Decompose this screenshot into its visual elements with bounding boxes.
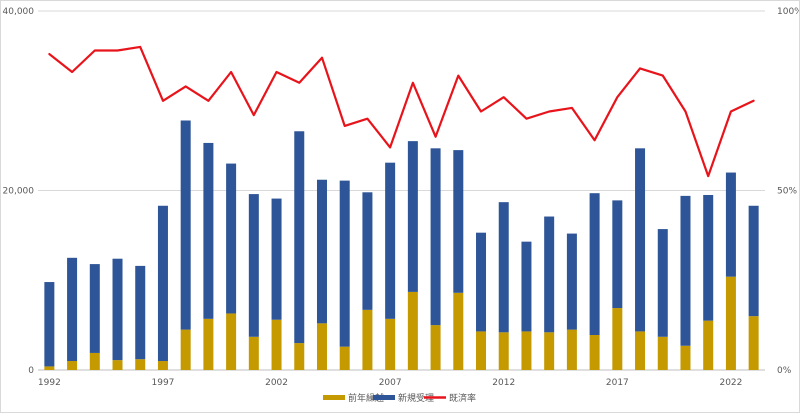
bar-prior-2003 (294, 343, 305, 370)
bar-new-2016 (589, 193, 600, 335)
x-tick-label: 2002 (265, 378, 288, 388)
bar-new-2002 (271, 198, 282, 320)
bar-new-2001 (248, 194, 259, 337)
y2-tick-label: 100% (777, 7, 799, 17)
y2-tick-label: 50% (777, 187, 797, 197)
y-tick-label: 40,000 (3, 7, 35, 17)
bar-prior-2007 (385, 318, 396, 370)
bar-prior-2014 (544, 332, 555, 370)
bar-new-2011 (476, 232, 487, 332)
bar-new-2006 (362, 192, 373, 310)
bar-new-2008 (407, 141, 418, 292)
bar-prior-1995 (112, 360, 123, 370)
bar-prior-2017 (612, 308, 623, 370)
bar-prior-2011 (476, 331, 487, 370)
axes: 0 20,000 40,000 0% 50% 100% 1992 1997 2002 2007 20… (3, 7, 800, 388)
bar-prior-2010 (453, 292, 464, 370)
bar-new-2020 (680, 195, 691, 346)
bar-prior-2000 (226, 313, 237, 370)
bar-new-2022 (725, 172, 736, 277)
bar-prior-1998 (180, 329, 191, 370)
bar-new-2004 (316, 179, 327, 324)
bar-new-1999 (203, 142, 214, 319)
y-tick-label: 20,000 (3, 187, 35, 197)
bar-new-2019 (657, 229, 668, 337)
bar-series (44, 120, 759, 370)
bar-prior-2016 (589, 334, 600, 370)
line-series (48, 45, 755, 178)
bar-prior-2006 (362, 309, 373, 370)
bar-prior-1993 (67, 361, 78, 370)
bar-prior-2021 (703, 320, 714, 370)
bar-prior-2018 (635, 331, 646, 370)
bar-prior-1999 (203, 318, 214, 370)
bar-prior-1996 (135, 359, 146, 370)
bar-prior-1994 (89, 352, 100, 370)
legend: 前年繰越 新規受理 既済率 (323, 392, 476, 404)
bar-new-1995 (112, 258, 123, 361)
x-tick-label: 2017 (606, 378, 629, 388)
bar-prior-2008 (407, 291, 418, 370)
bar-new-2021 (703, 194, 714, 321)
bar-prior-1997 (157, 361, 168, 370)
bar-prior-2022 (725, 276, 736, 370)
bar-new-2017 (612, 200, 623, 309)
y-tick-label: 0 (28, 366, 34, 376)
legend-swatch-prior (323, 395, 345, 400)
bar-new-2009 (430, 148, 441, 326)
x-tick-label: 2012 (492, 378, 515, 388)
bar-new-1992 (44, 282, 55, 367)
bar-prior-2005 (339, 346, 350, 370)
bar-prior-2023 (748, 316, 759, 370)
bar-new-2003 (294, 131, 305, 344)
bar-new-2012 (498, 202, 509, 333)
x-tick-label: 2007 (379, 378, 402, 388)
line-rate (48, 45, 755, 178)
x-tick-label: 1992 (38, 378, 61, 388)
bar-new-1997 (157, 205, 168, 362)
bar-new-2000 (226, 163, 237, 314)
legend-swatch-newcases (373, 395, 395, 400)
bar-prior-2012 (498, 332, 509, 370)
bar-prior-1992 (44, 366, 55, 370)
bar-prior-2009 (430, 325, 441, 370)
bar-new-2015 (566, 233, 577, 330)
y2-tick-label: 0% (777, 366, 792, 376)
bar-prior-2019 (657, 336, 668, 370)
bar-new-1998 (180, 120, 191, 330)
x-tick-label: 2022 (719, 378, 742, 388)
legend-label-newcases: 新規受理 (398, 392, 434, 404)
x-tick-label: 1997 (152, 378, 175, 388)
bar-new-1993 (67, 257, 78, 362)
bar-prior-2013 (521, 331, 532, 370)
bar-new-2014 (544, 216, 555, 333)
bar-new-1996 (135, 265, 146, 360)
bar-new-1994 (89, 264, 100, 353)
legend-label-rate: 既済率 (449, 392, 476, 404)
bar-prior-2015 (566, 329, 577, 370)
bar-new-2023 (748, 205, 759, 317)
bar-prior-2002 (271, 319, 282, 370)
bar-new-2007 (385, 162, 396, 319)
bar-new-2013 (521, 241, 532, 332)
bar-prior-2004 (316, 323, 327, 370)
bar-new-2005 (339, 180, 350, 347)
bar-prior-2020 (680, 345, 691, 370)
bar-new-2018 (635, 148, 646, 332)
bar-prior-2001 (248, 336, 259, 370)
bar-new-2010 (453, 150, 464, 293)
